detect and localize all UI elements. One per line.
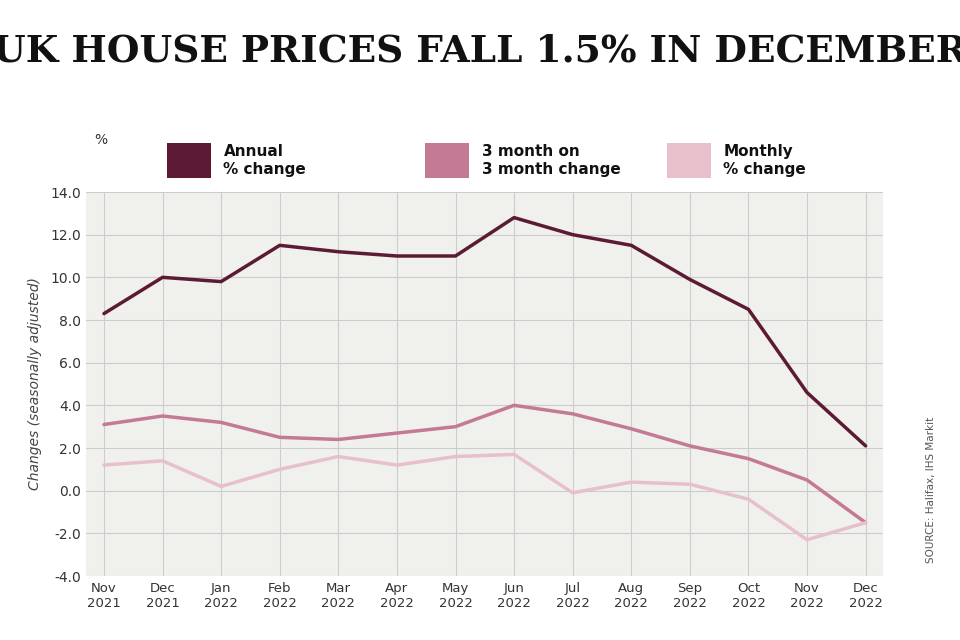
FancyBboxPatch shape [667, 143, 711, 178]
Text: Monthly
% change: Monthly % change [724, 143, 806, 177]
Text: %: % [94, 133, 108, 147]
Text: Annual
% change: Annual % change [224, 143, 306, 177]
Text: 3 month on
3 month change: 3 month on 3 month change [482, 143, 620, 177]
FancyBboxPatch shape [167, 143, 211, 178]
Y-axis label: Changes (seasonally adjusted): Changes (seasonally adjusted) [28, 278, 42, 490]
Text: SOURCE: Halifax, IHS Markit: SOURCE: Halifax, IHS Markit [926, 417, 936, 563]
FancyBboxPatch shape [425, 143, 469, 178]
Text: UK HOUSE PRICES FALL 1.5% IN DECEMBER: UK HOUSE PRICES FALL 1.5% IN DECEMBER [0, 33, 960, 70]
